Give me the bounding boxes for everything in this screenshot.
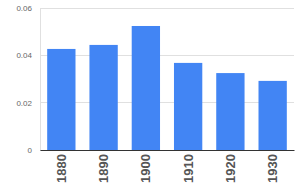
tick-label: 1880 — [54, 154, 69, 183]
plot: 0 0.02 0.04 0.06 1880 1890 1900 1910 1920 1930 — [16, 4, 294, 183]
tick-label: 0.06 — [16, 4, 32, 13]
grid-line — [40, 102, 294, 103]
grid-line — [40, 55, 294, 56]
bar — [132, 26, 160, 150]
x-axis: 1880 1890 1900 1910 1920 1930 — [41, 150, 295, 183]
tick: 1890 — [96, 150, 111, 183]
tick: 1920 — [223, 150, 238, 183]
tick-label: 0 — [28, 146, 33, 155]
grid — [40, 8, 294, 150]
tick: 1930 — [265, 150, 280, 183]
bar — [258, 81, 286, 150]
tick: 1910 — [181, 150, 196, 183]
tick: 0.04 — [16, 51, 40, 60]
tick: 1900 — [138, 150, 153, 183]
tick: 1880 — [54, 150, 69, 183]
tick: 0.02 — [16, 99, 40, 108]
tick-label: 1910 — [181, 154, 196, 183]
tick-label: 1920 — [223, 154, 238, 183]
tick-label: 1890 — [96, 154, 111, 183]
tick: 0.06 — [16, 4, 40, 13]
grid-line — [40, 150, 294, 151]
y-axis: 0 0.02 0.04 0.06 — [16, 4, 40, 155]
tick-label: 1930 — [265, 154, 280, 183]
tick: 0 — [28, 146, 40, 155]
grid-line — [40, 8, 294, 9]
bar — [47, 49, 75, 150]
bar — [89, 45, 117, 150]
axis-line — [40, 9, 41, 151]
tick-label: 1900 — [138, 154, 153, 183]
bar — [174, 63, 202, 150]
bar — [216, 73, 244, 150]
tick-label: 0.02 — [16, 99, 32, 108]
tick-label: 0.04 — [16, 51, 32, 60]
axis-line — [41, 150, 295, 151]
bars — [47, 26, 287, 150]
chart: 0 0.02 0.04 0.06 1880 1890 1900 1910 1920 1930 — [0, 0, 300, 188]
